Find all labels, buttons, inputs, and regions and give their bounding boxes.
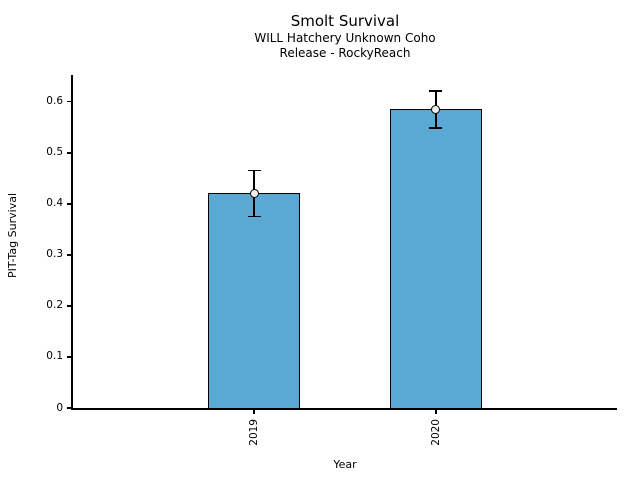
error-bar-cap-bottom-2019 <box>247 215 261 218</box>
y-tick-label: 0.4 <box>46 197 63 210</box>
y-tick <box>66 253 72 256</box>
y-tick <box>66 202 72 205</box>
mean-marker-2020 <box>431 104 441 114</box>
y-axis-title: PIT-Tag Survival <box>6 193 19 279</box>
y-tick-label: 0.5 <box>46 146 63 159</box>
error-bar-cap-top-2020 <box>429 90 443 93</box>
chart-title: Smolt Survival <box>290 12 400 30</box>
y-tick-label: 0.1 <box>46 350 63 363</box>
x-tick-label-2020: 2020 <box>429 419 442 446</box>
y-tick <box>66 356 72 358</box>
y-tick <box>66 407 72 409</box>
y-tick-label: 0.2 <box>46 299 63 312</box>
mean-marker-2019 <box>249 188 259 198</box>
y-tick-label: 0.3 <box>46 248 63 261</box>
chart-subtitle-line1: WILL Hatchery Unknown Coho <box>254 31 436 45</box>
chart-subtitle-line2: Release - RockyReach <box>279 46 411 60</box>
bar-2019 <box>208 193 301 408</box>
y-axis-spine <box>71 75 73 408</box>
y-tick-label: 0.6 <box>46 95 63 108</box>
error-bar-cap-bottom-2020 <box>429 127 443 129</box>
y-tick <box>66 100 72 103</box>
x-axis-title: Year <box>333 458 357 471</box>
x-tick-2019 <box>253 409 256 415</box>
y-tick <box>66 151 72 154</box>
bar-2020 <box>389 109 482 408</box>
chart-header: Smolt Survival WILL Hatchery Unknown Coh… <box>73 0 617 70</box>
x-tick-label-2019: 2019 <box>248 419 261 446</box>
y-tick-label: 0 <box>56 401 63 414</box>
x-axis-spine <box>71 408 617 410</box>
error-bar-cap-top-2019 <box>247 169 261 172</box>
plot-area: Year 0 0.1 0.2 0.3 0.4 0.5 0.6 2019 2020 <box>46 75 617 471</box>
x-tick-2020 <box>434 409 437 415</box>
y-tick <box>66 304 72 307</box>
